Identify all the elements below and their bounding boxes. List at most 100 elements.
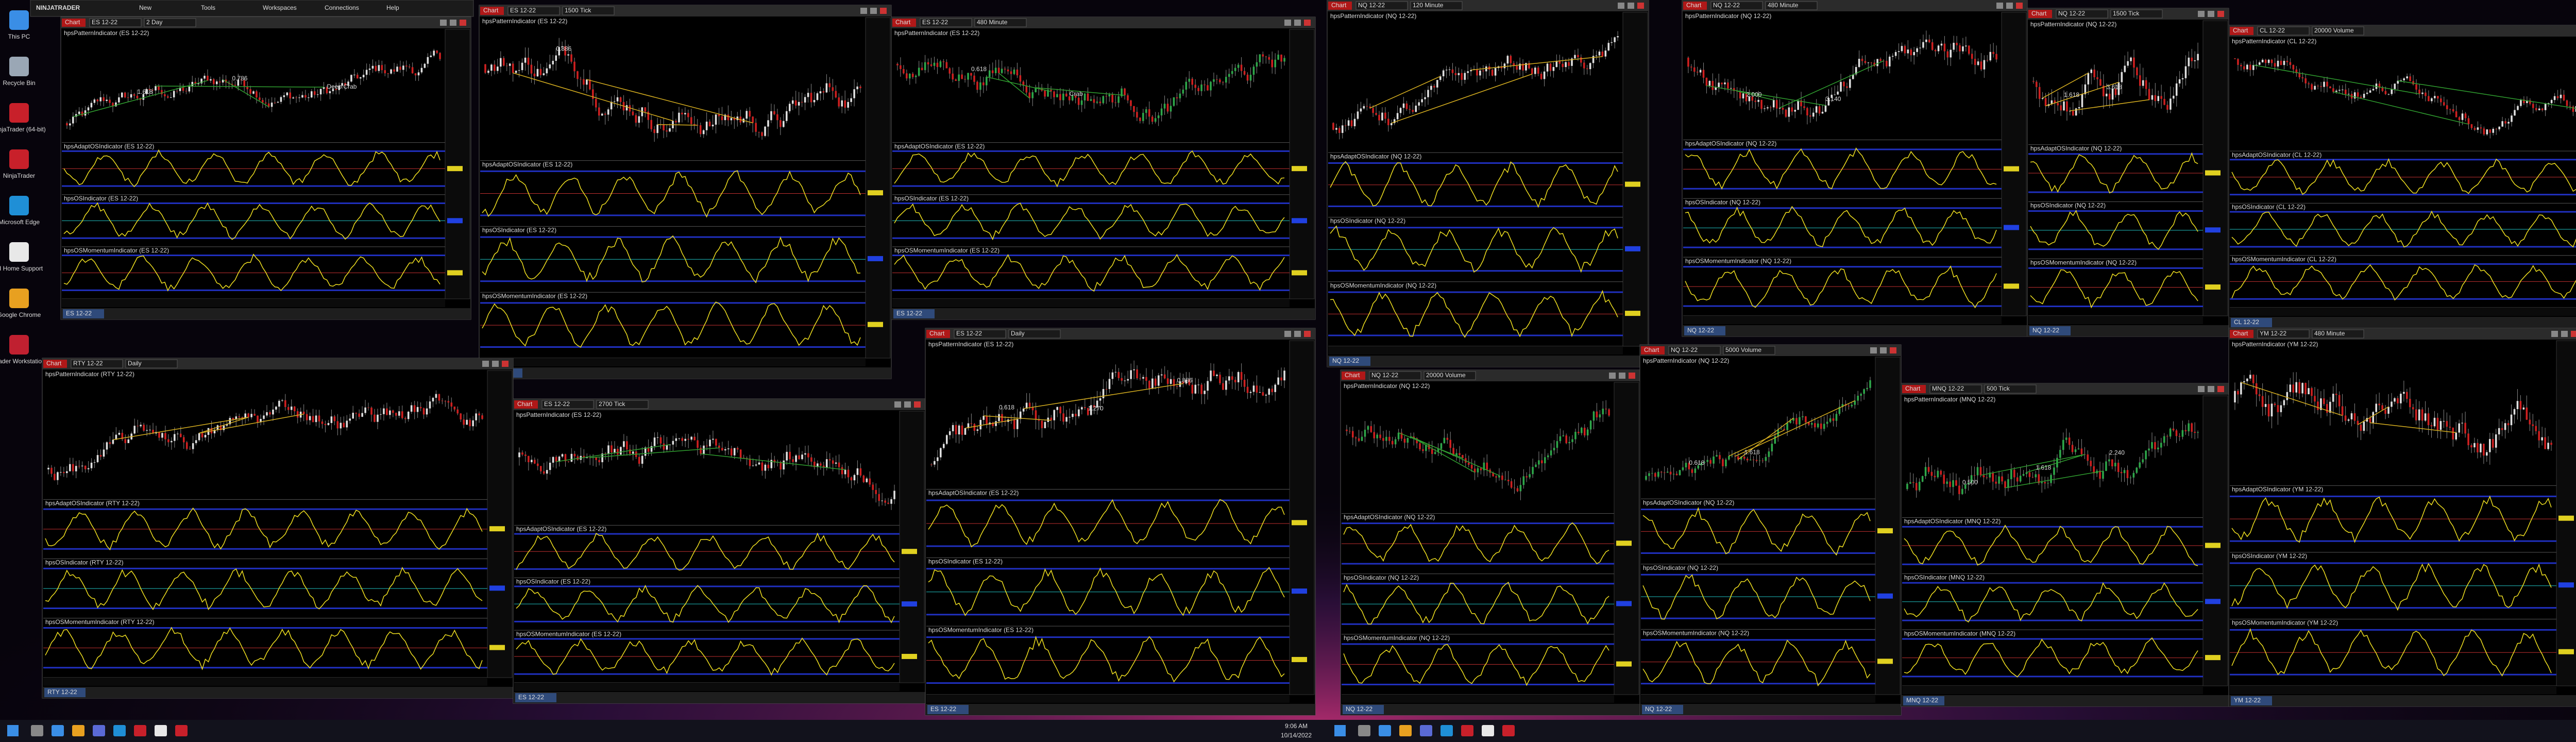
desktop-icon[interactable] — [9, 103, 29, 123]
instrument-selector[interactable] — [1369, 371, 1421, 380]
taskbar-app[interactable] — [1502, 725, 1515, 736]
period-selector[interactable] — [2110, 9, 2163, 19]
instrument-selector[interactable] — [954, 329, 1006, 339]
window-button[interactable] — [1637, 3, 1644, 9]
window-button[interactable] — [1880, 347, 1887, 353]
window-button[interactable] — [1284, 20, 1291, 26]
instrument-selector[interactable] — [89, 18, 142, 27]
instrument-selector[interactable] — [541, 400, 594, 409]
window-button[interactable] — [1294, 20, 1301, 26]
window-button[interactable] — [2016, 3, 2023, 9]
desktop-icon[interactable] — [9, 10, 29, 30]
period-selector[interactable] — [1410, 1, 1463, 10]
instrument-selector[interactable] — [920, 18, 972, 27]
instrument-tab[interactable] — [63, 309, 104, 318]
start-button[interactable] — [7, 725, 19, 736]
instrument-selector[interactable] — [507, 6, 560, 15]
window-button[interactable] — [2217, 386, 2224, 392]
taskbar-app[interactable] — [1440, 725, 1453, 736]
window-button[interactable] — [914, 401, 921, 408]
instrument-tab[interactable] — [1903, 696, 1944, 705]
window-button[interactable] — [2571, 331, 2576, 337]
taskbar-app[interactable] — [52, 725, 64, 736]
window-button[interactable] — [2217, 11, 2224, 17]
window-button[interactable] — [502, 361, 509, 367]
window-button[interactable] — [440, 20, 447, 26]
window-button[interactable] — [870, 8, 877, 14]
period-selector[interactable] — [144, 18, 196, 27]
desktop-icon[interactable] — [9, 289, 29, 308]
window-button[interactable] — [894, 401, 901, 408]
taskbar-app[interactable] — [72, 725, 84, 736]
period-selector[interactable] — [596, 400, 649, 409]
window-button[interactable] — [1870, 347, 1877, 353]
instrument-tab[interactable] — [1343, 705, 1384, 714]
instrument-tab[interactable] — [515, 693, 556, 702]
taskbar-app[interactable] — [1461, 725, 1473, 736]
instrument-selector[interactable] — [1710, 1, 1763, 10]
window-button[interactable] — [1628, 3, 1634, 9]
window-button[interactable] — [1304, 20, 1311, 26]
window-button[interactable] — [860, 8, 867, 14]
window-button[interactable] — [2551, 331, 2558, 337]
window-button[interactable] — [1890, 347, 1896, 353]
window-button[interactable] — [2198, 386, 2205, 392]
instrument-selector[interactable] — [1668, 346, 1721, 355]
window-button[interactable] — [1609, 373, 1616, 379]
period-selector[interactable] — [1765, 1, 1818, 10]
instrument-tab[interactable] — [893, 309, 935, 318]
window-button[interactable] — [450, 20, 456, 26]
instrument-tab[interactable] — [1684, 326, 1725, 335]
taskbar-app[interactable] — [1420, 725, 1432, 736]
instrument-tab[interactable] — [2231, 318, 2272, 327]
period-selector[interactable] — [1984, 384, 2037, 394]
period-selector[interactable] — [1008, 329, 1061, 339]
window-button[interactable] — [1619, 373, 1625, 379]
window-button[interactable] — [2208, 11, 2214, 17]
period-selector[interactable] — [2312, 329, 2364, 339]
period-selector[interactable] — [974, 18, 1027, 27]
window-button[interactable] — [482, 361, 489, 367]
taskbar-app[interactable] — [175, 725, 188, 736]
window-button[interactable] — [1629, 373, 1635, 379]
menu-item[interactable]: Tools — [201, 4, 215, 11]
window-button[interactable] — [1294, 331, 1301, 337]
window-button[interactable] — [2208, 386, 2214, 392]
window-button[interactable] — [2561, 331, 2568, 337]
desktop-icon[interactable] — [9, 196, 29, 215]
window-button[interactable] — [880, 8, 887, 14]
instrument-selector[interactable] — [1929, 384, 1982, 394]
instrument-tab[interactable] — [1642, 705, 1683, 714]
period-selector[interactable] — [562, 6, 615, 15]
taskbar-app[interactable] — [1399, 725, 1412, 736]
desktop-icon[interactable] — [9, 149, 29, 169]
window-button[interactable] — [1304, 331, 1311, 337]
window-button[interactable] — [1284, 331, 1291, 337]
taskbar-app[interactable] — [1358, 725, 1370, 736]
instrument-selector[interactable] — [1355, 1, 1408, 10]
instrument-selector[interactable] — [2056, 9, 2108, 19]
window-button[interactable] — [2006, 3, 2013, 9]
window-button[interactable] — [2198, 11, 2205, 17]
taskbar-app[interactable] — [93, 725, 105, 736]
period-selector[interactable] — [1423, 371, 1476, 380]
window-button[interactable] — [1618, 3, 1624, 9]
menu-item[interactable]: New — [139, 4, 151, 11]
taskbar-app[interactable] — [134, 725, 146, 736]
period-selector[interactable] — [1723, 346, 1775, 355]
instrument-selector[interactable] — [2257, 26, 2310, 36]
start-button[interactable] — [1334, 725, 1346, 736]
menu-item[interactable]: Workspaces — [263, 4, 297, 11]
taskbar-app[interactable] — [155, 725, 167, 736]
window-button[interactable] — [1996, 3, 2003, 9]
desktop-icon[interactable] — [9, 335, 29, 355]
instrument-tab[interactable] — [927, 705, 969, 714]
menu-item[interactable]: Connections — [325, 4, 359, 11]
taskbar-app[interactable] — [113, 725, 126, 736]
window-button[interactable] — [492, 361, 499, 367]
instrument-selector[interactable] — [2257, 329, 2310, 339]
instrument-selector[interactable] — [71, 359, 123, 368]
period-selector[interactable] — [2312, 26, 2364, 36]
desktop-icon[interactable] — [9, 57, 29, 76]
instrument-tab[interactable] — [2029, 326, 2071, 335]
